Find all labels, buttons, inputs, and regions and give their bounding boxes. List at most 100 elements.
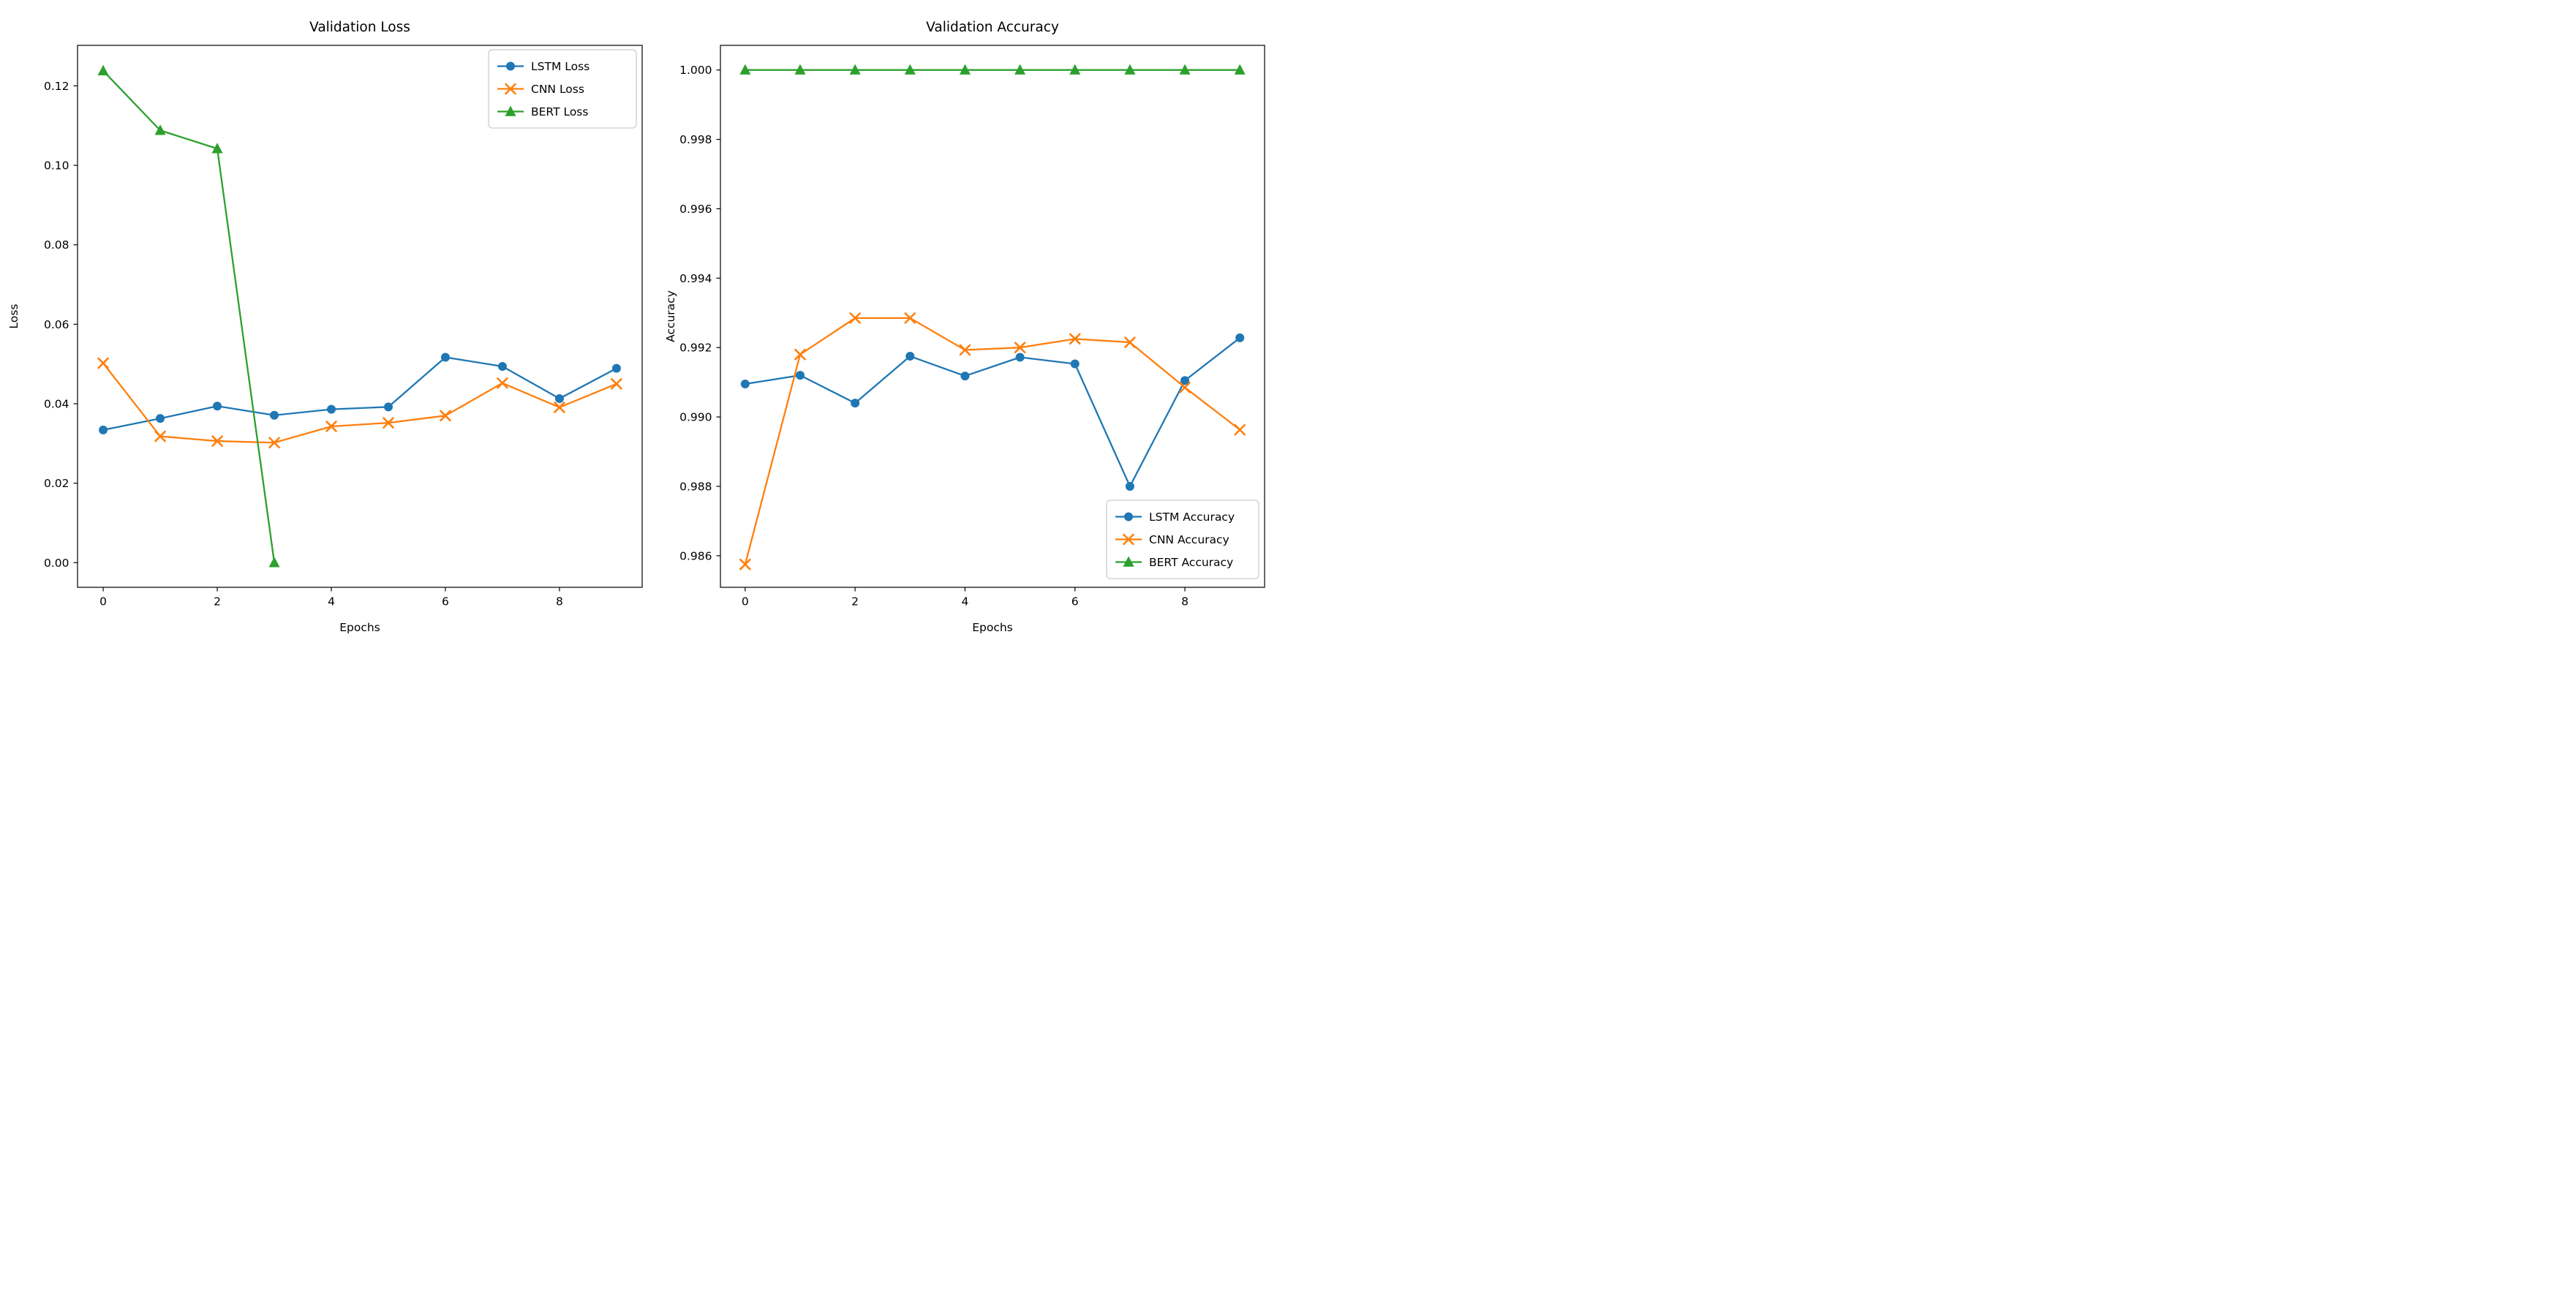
y-tick-label: 0.02 bbox=[44, 477, 69, 490]
marker-cnn-loss bbox=[211, 435, 223, 447]
y-tick-label: 1.000 bbox=[679, 64, 712, 77]
y-tick-label: 0.00 bbox=[44, 557, 69, 570]
x-tick-label: 2 bbox=[214, 595, 221, 609]
legend-label-bert-loss: BERT Loss bbox=[531, 105, 588, 118]
marker-lstm-loss bbox=[383, 402, 393, 412]
legend-label-lstm-loss: LSTM Loss bbox=[531, 60, 590, 73]
marker-cnn-loss bbox=[497, 377, 508, 389]
marker-cnn-accuracy bbox=[904, 312, 916, 324]
marker-lstm-loss bbox=[270, 410, 279, 420]
marker-cnn-accuracy bbox=[849, 312, 861, 324]
figure: 0 2 4 6 8 0.00 0.02 0.04 0.06 0.08 0.10 0.12 Validat… bbox=[0, 0, 1288, 654]
y-tick-label: 0.990 bbox=[679, 411, 712, 424]
marker-bert-accuracy bbox=[849, 64, 861, 75]
legend-marker-bert-accuracy bbox=[1123, 556, 1134, 567]
marker-cnn-accuracy bbox=[1234, 423, 1246, 436]
marker-lstm-accuracy bbox=[1070, 359, 1080, 369]
marker-lstm-accuracy bbox=[1125, 481, 1134, 491]
x-tick-label: 4 bbox=[961, 595, 968, 609]
marker-lstm-accuracy bbox=[960, 372, 970, 381]
marker-cnn-loss bbox=[325, 421, 337, 432]
marker-lstm-accuracy bbox=[1180, 376, 1190, 385]
y-tick-label: 0.996 bbox=[679, 203, 712, 216]
marker-lstm-accuracy bbox=[1235, 333, 1245, 342]
marker-bert-accuracy bbox=[739, 64, 751, 75]
legend-box bbox=[488, 49, 637, 129]
x-axis-label: Epochs bbox=[972, 621, 1013, 634]
y-tick-label: 0.12 bbox=[44, 80, 69, 93]
y-tick-label: 0.998 bbox=[679, 133, 712, 146]
marker-cnn-loss bbox=[97, 357, 109, 369]
x-tick-label: 2 bbox=[851, 595, 859, 609]
marker-bert-loss bbox=[268, 557, 280, 568]
marker-cnn-accuracy bbox=[739, 558, 751, 570]
plot-area-spines bbox=[77, 45, 643, 588]
marker-lstm-loss bbox=[554, 393, 564, 403]
legend-label-cnn-accuracy: CNN Accuracy bbox=[1149, 533, 1229, 546]
x-tick-label: 0 bbox=[742, 595, 749, 609]
chart-title: Validation Accuracy bbox=[926, 20, 1059, 35]
marker-lstm-accuracy bbox=[905, 352, 915, 361]
x-axis-label: Epochs bbox=[339, 621, 380, 634]
marker-lstm-loss bbox=[156, 414, 165, 423]
x-tick-label: 6 bbox=[1072, 595, 1079, 609]
legend: LSTM Loss CNN Loss BERT Loss bbox=[488, 49, 637, 129]
marker-bert-accuracy bbox=[1179, 64, 1191, 75]
y-tick-label: 0.04 bbox=[44, 398, 69, 411]
y-tick-label: 0.986 bbox=[679, 549, 712, 562]
validation-accuracy-subplot: 0 2 4 6 8 0.986 0.988 0.990 0.992 0.994 0.996 0.998… bbox=[644, 0, 1288, 654]
marker-cnn-accuracy bbox=[794, 348, 806, 361]
marker-cnn-loss bbox=[440, 410, 451, 422]
marker-lstm-loss bbox=[213, 402, 222, 411]
marker-lstm-loss bbox=[440, 353, 450, 362]
marker-bert-accuracy bbox=[1069, 64, 1081, 75]
line-lstm-loss bbox=[102, 356, 618, 432]
marker-cnn-loss bbox=[154, 430, 166, 442]
y-tick-label: 0.988 bbox=[679, 480, 712, 493]
y-tick-label: 0.06 bbox=[44, 318, 69, 331]
legend-box bbox=[1106, 500, 1259, 579]
marker-cnn-loss bbox=[383, 417, 394, 429]
x-tick-label: 8 bbox=[556, 595, 563, 609]
legend-marker-lstm-accuracy bbox=[1124, 512, 1133, 521]
x-tick-label: 8 bbox=[1181, 595, 1189, 609]
y-tick-label: 0.08 bbox=[44, 238, 69, 252]
y-axis-label: Loss bbox=[7, 304, 20, 329]
marker-bert-accuracy bbox=[794, 64, 806, 75]
y-axis-label: Accuracy bbox=[664, 290, 677, 342]
marker-bert-accuracy bbox=[904, 64, 916, 75]
marker-lstm-accuracy bbox=[795, 371, 805, 380]
x-tick-label: 0 bbox=[99, 595, 107, 609]
marker-cnn-loss bbox=[554, 402, 565, 413]
legend-label-lstm-accuracy: LSTM Accuracy bbox=[1149, 511, 1235, 524]
marker-cnn-loss bbox=[611, 378, 622, 390]
marker-cnn-accuracy bbox=[1179, 381, 1191, 393]
line-cnn-loss bbox=[102, 362, 618, 444]
line-lstm-accuracy bbox=[744, 336, 1241, 488]
marker-lstm-loss bbox=[497, 361, 507, 371]
legend-marker-bert-loss bbox=[505, 105, 516, 116]
marker-lstm-loss bbox=[99, 425, 108, 434]
marker-lstm-accuracy bbox=[851, 399, 860, 408]
validation-loss-chart: 0 2 4 6 8 0.00 0.02 0.04 0.06 0.08 0.10 0.12 Validat… bbox=[7, 20, 643, 634]
marker-cnn-accuracy bbox=[1124, 336, 1136, 348]
validation-accuracy-chart: 0 2 4 6 8 0.986 0.988 0.990 0.992 0.994 0.996 0.998… bbox=[664, 20, 1265, 634]
marker-bert-loss bbox=[97, 64, 109, 75]
y-tick-label: 0.994 bbox=[679, 272, 712, 285]
y-tick-label: 0.992 bbox=[679, 342, 712, 355]
x-tick-label: 4 bbox=[328, 595, 335, 609]
marker-lstm-loss bbox=[327, 404, 336, 414]
legend-label-bert-accuracy: BERT Accuracy bbox=[1149, 556, 1233, 569]
legend-label-cnn-loss: CNN Loss bbox=[531, 83, 584, 96]
x-tick-label: 6 bbox=[442, 595, 449, 609]
marker-bert-loss bbox=[211, 143, 223, 154]
marker-bert-accuracy bbox=[959, 64, 971, 75]
legend-marker-cnn-accuracy bbox=[1123, 533, 1134, 546]
marker-bert-accuracy bbox=[1234, 64, 1246, 75]
marker-lstm-loss bbox=[611, 364, 621, 373]
marker-cnn-loss bbox=[268, 437, 280, 449]
y-tick-label: 0.10 bbox=[44, 159, 69, 173]
marker-lstm-accuracy bbox=[740, 380, 750, 389]
plot-area-spines bbox=[720, 45, 1265, 588]
legend: LSTM Accuracy CNN Accuracy BERT Accuracy bbox=[1106, 500, 1259, 579]
